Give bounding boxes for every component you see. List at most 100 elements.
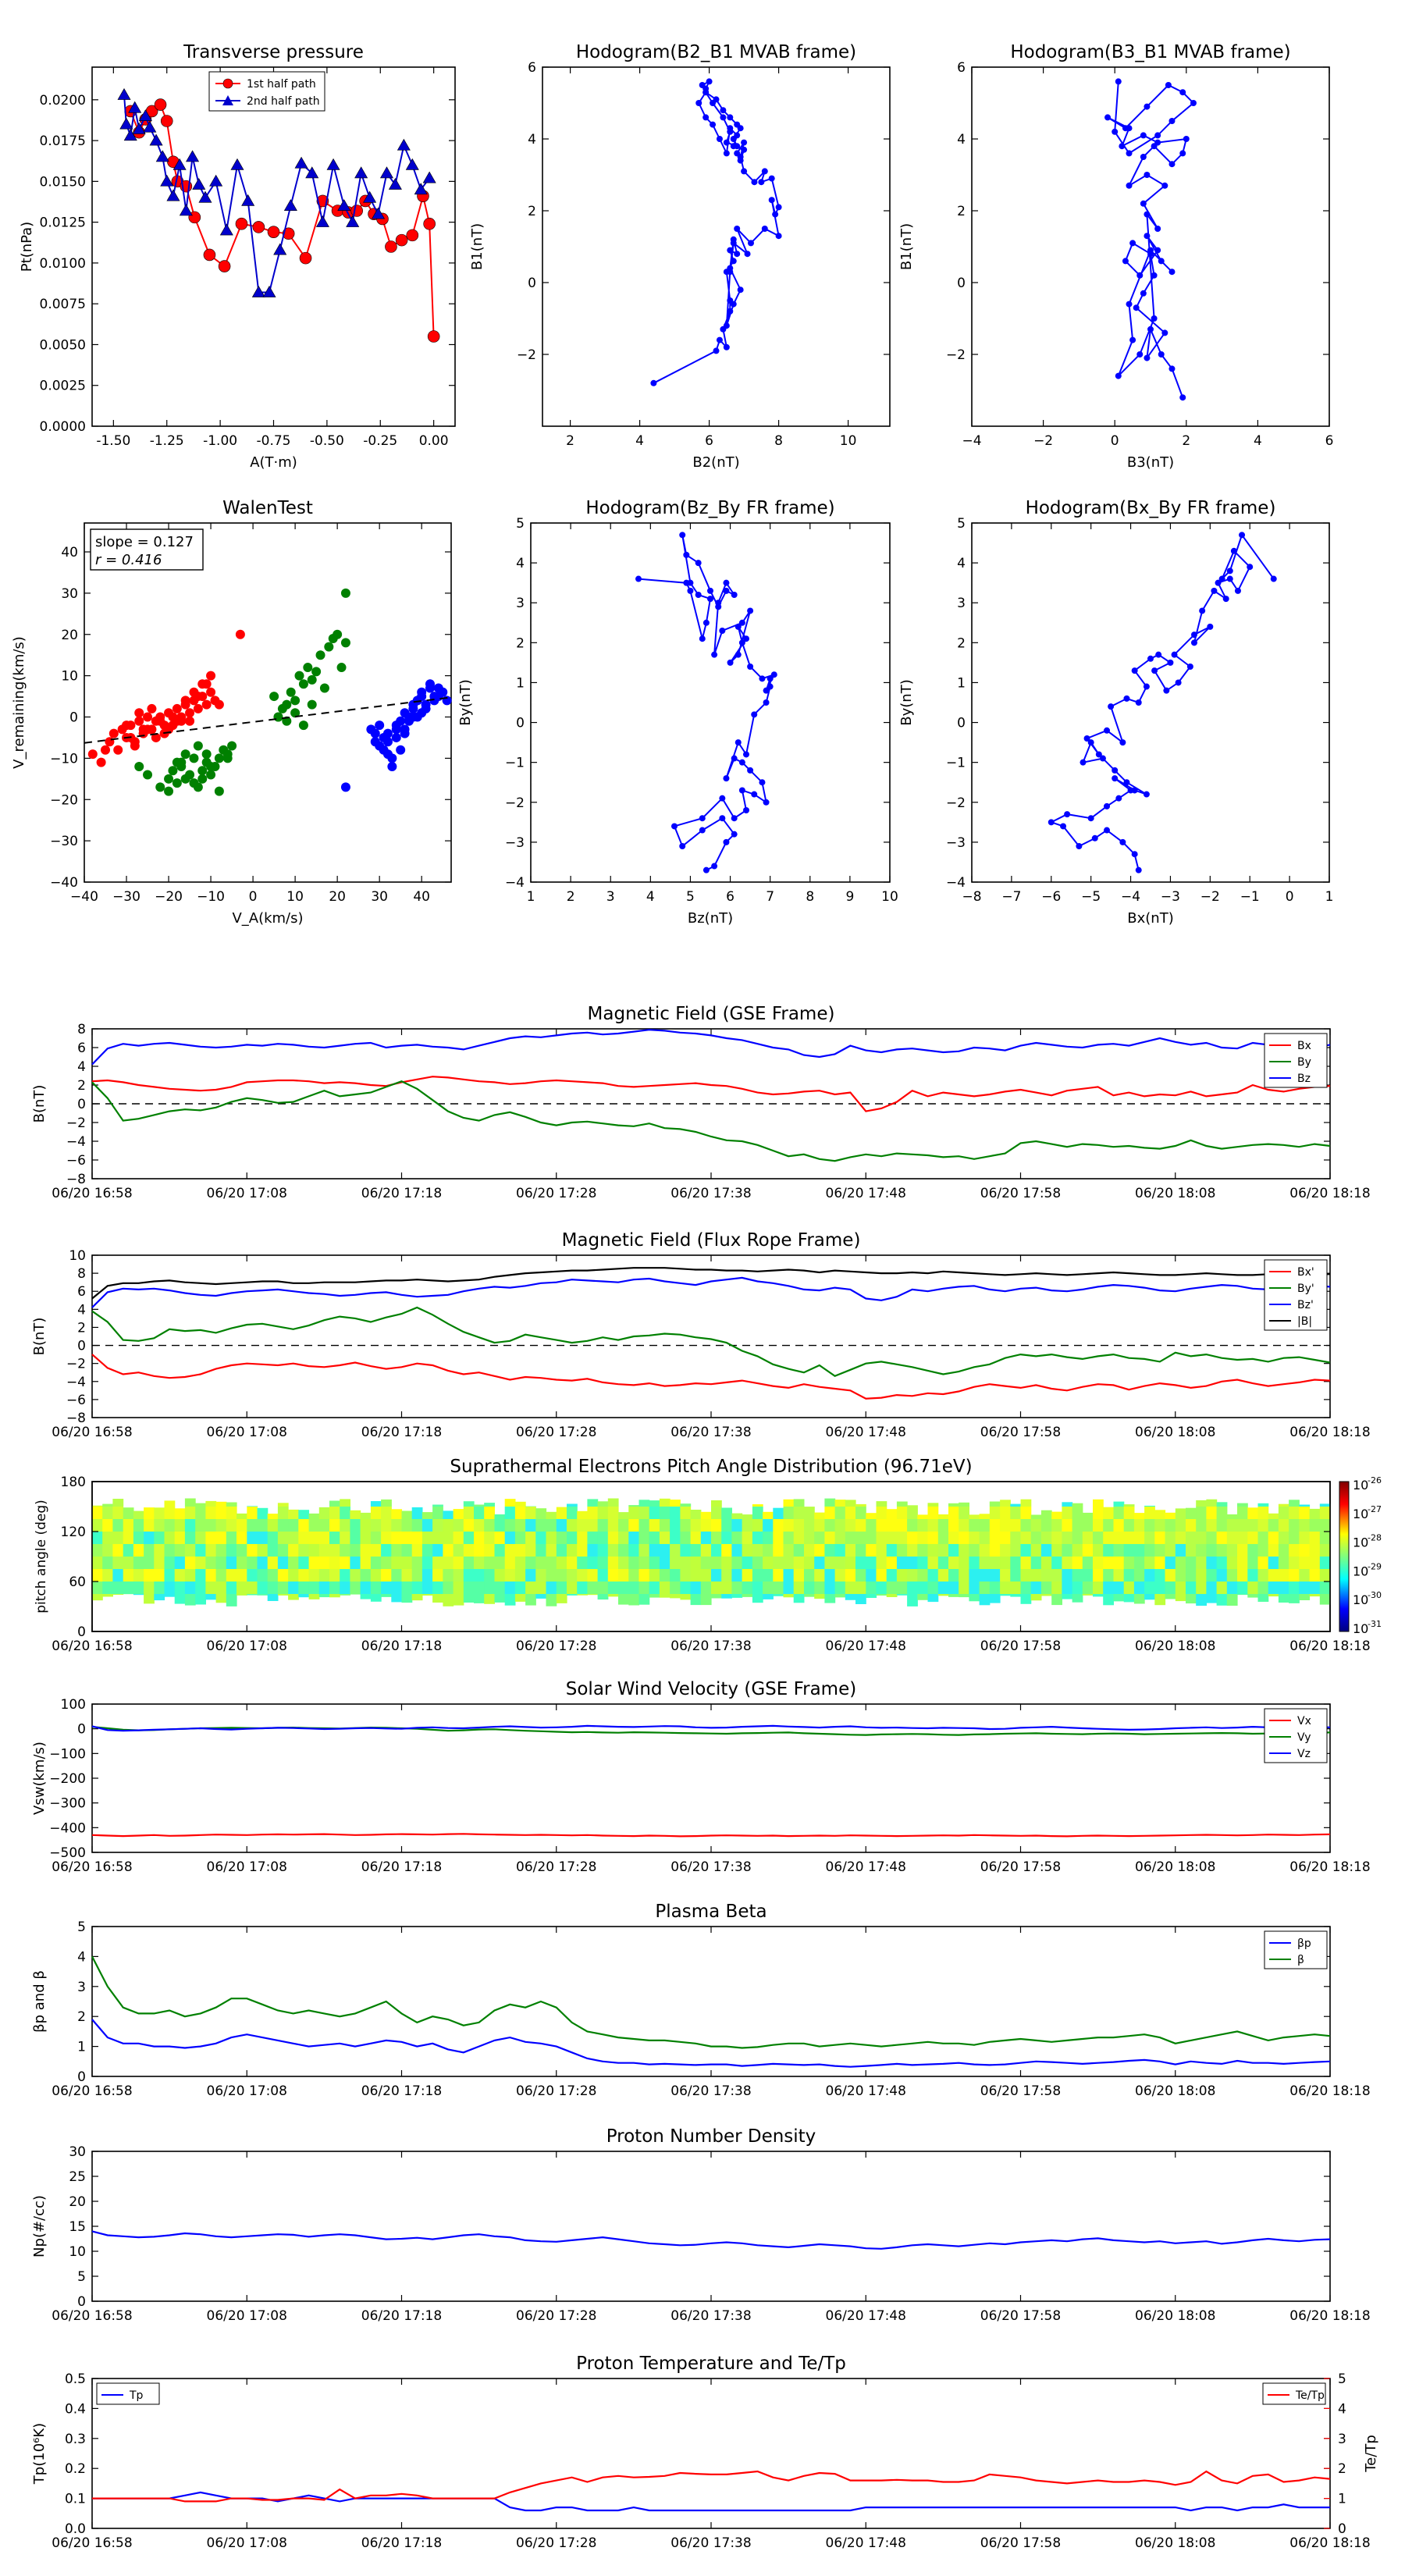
pad-cell [92,1532,103,1544]
pad-cell [1278,1544,1289,1557]
temp-left-legend: Tp [96,2382,160,2405]
h3-ytick-label: 5 [516,516,525,532]
pad-cell [205,1500,217,1507]
pad-colorbar-exponent: -26 [1368,1475,1382,1485]
pad-cell [1020,1519,1032,1532]
pad-cell [979,1569,991,1582]
pad-cell [1144,1594,1155,1600]
h2-point [1140,200,1147,207]
beta-xtick-label: 06/20 17:38 [670,2083,751,2099]
h4-point [1108,703,1115,710]
pad-cell [680,1507,692,1519]
pad-cell [567,1557,578,1569]
vsw-xtick-label: 06/20 16:58 [52,1859,132,1875]
h4-xtick-label: −1 [1240,889,1260,905]
pad-cell [793,1569,805,1582]
pad-cell [474,1544,485,1557]
pad-cell [195,1519,206,1532]
pad-cell [783,1582,795,1594]
walen-point [197,774,208,784]
pad-cell [1309,1508,1321,1519]
pad-cell [1175,1519,1186,1532]
pad-xtick-label: 06/20 18:18 [1289,1638,1370,1654]
vsw-xtick-label: 06/20 17:28 [516,1859,596,1875]
h4-point [1226,568,1233,575]
pad-cell [298,1519,310,1532]
pad-cell [308,1513,320,1519]
pad-cell [1010,1503,1022,1507]
pad-cell [1319,1557,1331,1569]
walen-point [197,766,208,776]
pad-cell [215,1557,227,1569]
h2-title: Hodogram(B3_B1 MVAB frame) [1010,42,1290,62]
walen-point [197,679,208,689]
h4-point [1123,695,1130,702]
tp-point [385,240,397,253]
pad-cell [731,1544,743,1557]
pad-cell [318,1544,330,1557]
pad-cell [1030,1514,1042,1519]
pad-cell [866,1544,877,1557]
h4-xtick-label: −3 [1161,889,1180,905]
pad-cell [793,1499,805,1507]
h1-point [723,139,730,146]
pad-cell [525,1569,536,1582]
pad-cell [411,1569,423,1582]
h4-ytick-label: 3 [957,596,966,611]
pad-cell [959,1502,969,1507]
pad-cell [463,1544,475,1557]
h3-point [707,587,713,594]
pad-cell [1319,1532,1331,1544]
pad-cell [432,1532,443,1544]
pad-cell [453,1532,464,1544]
np-xtick-label: 06/20 17:58 [980,2308,1061,2324]
pad-cell [215,1582,227,1594]
h4-point [1230,547,1237,554]
temp-xtick-label: 06/20 18:18 [1289,2535,1370,2551]
pad-cell [1093,1499,1104,1507]
h4-point [1083,735,1090,742]
h1-point [775,233,782,240]
pad-cell [866,1569,877,1582]
pad-cell [742,1544,753,1557]
h3-xtick-label: 9 [845,889,854,905]
walen-point [96,757,106,767]
pad-cell [112,1594,124,1595]
pad-cell [567,1532,578,1544]
h3-point [767,675,774,682]
pad-cell [174,1508,186,1519]
walen-point [340,588,350,598]
pad-cell [514,1507,526,1519]
pad-cell [340,1507,350,1519]
pad-cell [133,1557,144,1569]
pad-cell [577,1532,588,1544]
pad-cell [1309,1519,1321,1532]
h3-point [635,575,642,582]
pad-cell [628,1594,640,1606]
pad-cell [350,1510,361,1519]
pad-cell [401,1510,413,1519]
temp-ytick-label-r: 4 [1338,2401,1346,2417]
tp-point [138,109,152,122]
pad-cell [308,1519,320,1532]
pad-cell [855,1569,866,1582]
pad-cell [896,1582,908,1594]
pad-cell [752,1504,763,1507]
h3-point [702,866,710,873]
h3-ytick-label: 1 [516,675,525,691]
h3-point [699,635,706,642]
h4-point [1207,623,1214,630]
pad-cell [1247,1507,1259,1519]
h2-xtick-label: 0 [1111,433,1119,449]
h3-point [719,628,726,634]
pad-cell [969,1544,980,1557]
vsw-xtick-label: 06/20 17:08 [207,1859,287,1875]
walen-point [185,716,195,726]
pad-cell [1257,1594,1269,1602]
pad-cell [814,1582,825,1594]
h4-point [1171,651,1178,658]
pad-cell [1113,1501,1125,1507]
pad-cell [1040,1532,1052,1544]
pad-cell [670,1594,681,1599]
h3-point [751,711,758,718]
